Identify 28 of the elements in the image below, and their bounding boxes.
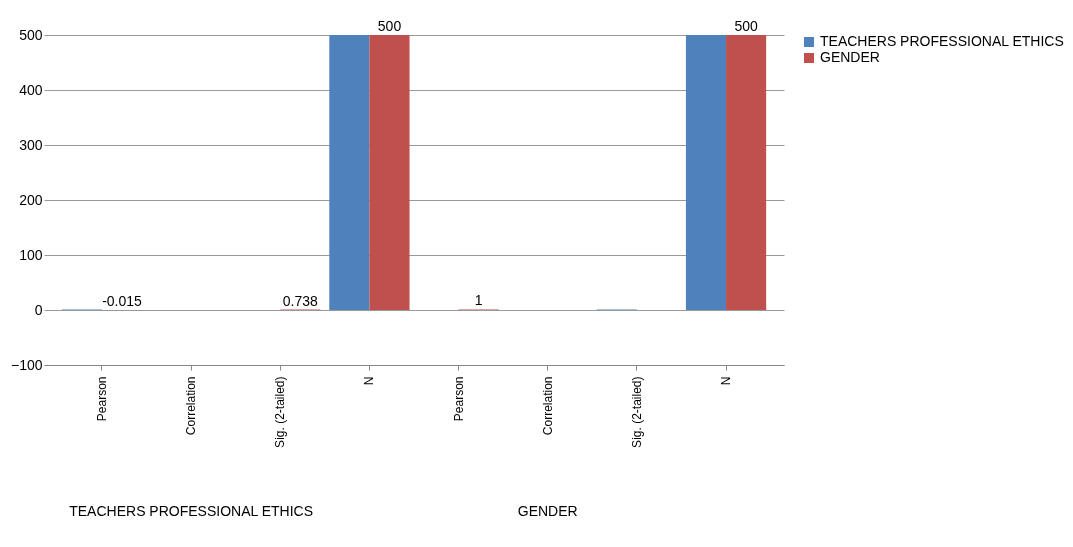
bar [369,35,410,310]
y-tick-label: −100 [10,356,43,373]
x-tick-label: Correlation [540,376,555,436]
y-tick-label: 200 [19,191,43,208]
y-tick-label: 100 [19,246,43,263]
x-tick-label: Correlation [184,376,199,436]
data-label: 0.738 [282,292,319,309]
y-tick-label: 400 [19,81,43,98]
text: TEACHERS PROFESSIONAL ETHICS [69,503,313,519]
x-tick-label: Pearson [451,376,466,422]
legend-label: GENDER [820,49,880,65]
x-tick-label: Pearson [94,376,109,422]
y-tick-label: 500 [19,26,43,43]
data-label: -0.015 [102,293,143,310]
x-tick-label: Sig. (2-tailed) [273,376,288,448]
bar [726,35,767,310]
x-tick-label: Sig. (2-tailed) [629,376,644,448]
y-tick-label: 0 [34,301,43,318]
y-tick-label: 300 [19,136,43,153]
x-tick-label: N [362,376,377,386]
x-tick-label: N [719,376,734,386]
data-label: 500 [734,18,758,34]
data-label: 1 [474,292,483,309]
legend-label: TEACHERS PROFESSIONAL ETHICS [820,33,1064,49]
bar [685,35,727,310]
bar [329,35,370,310]
data-label: 500 [377,18,402,34]
text: GENDER [517,503,578,519]
